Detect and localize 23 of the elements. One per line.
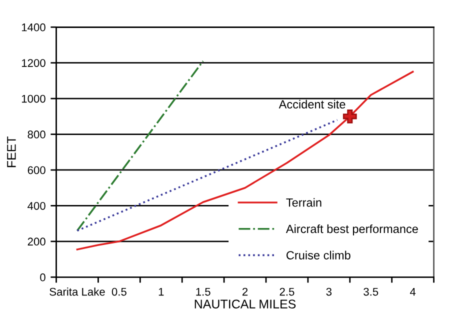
x-tick-label: 3.5: [364, 288, 378, 296]
y-tick-label: 0: [40, 273, 46, 282]
x-tick-label: 1: [158, 288, 164, 296]
x-tick-label: 3: [326, 288, 332, 296]
legend-label: Cruise climb: [286, 250, 350, 260]
y-tick-label: 1200: [22, 59, 46, 67]
x-tick-label: 0.5: [112, 288, 126, 296]
x-tick-label: Sarita Lake: [50, 288, 105, 296]
y-tick-label: 600: [28, 166, 46, 174]
y-tick-label: 1400: [22, 23, 46, 32]
y-tick-label: 800: [28, 130, 46, 138]
legend-label: Aircraft best performance: [286, 224, 418, 236]
y-tick-label: 400: [28, 202, 46, 210]
annotation: Accident site: [278, 100, 346, 109]
x-tick-label: 1.5: [196, 288, 210, 296]
x-tick-label: 2: [242, 288, 248, 296]
x-tick-label: 4: [410, 288, 416, 296]
y-axis-title: FEET: [7, 136, 16, 168]
legend-label: Terrain: [286, 198, 322, 207]
x-tick-label: 2.5: [280, 288, 294, 296]
y-tick-label: 1000: [22, 94, 46, 103]
x-axis-title: NAUTICAL MILES: [194, 300, 296, 308]
y-tick-label: 200: [28, 238, 46, 246]
